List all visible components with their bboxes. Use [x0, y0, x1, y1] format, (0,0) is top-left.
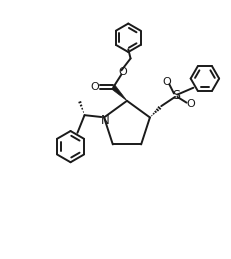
Polygon shape [112, 85, 127, 101]
Text: O: O [186, 99, 195, 109]
Text: O: O [90, 82, 99, 92]
Text: N: N [101, 114, 109, 127]
Text: O: O [163, 76, 171, 87]
Text: S: S [172, 89, 180, 102]
Text: O: O [118, 67, 127, 77]
